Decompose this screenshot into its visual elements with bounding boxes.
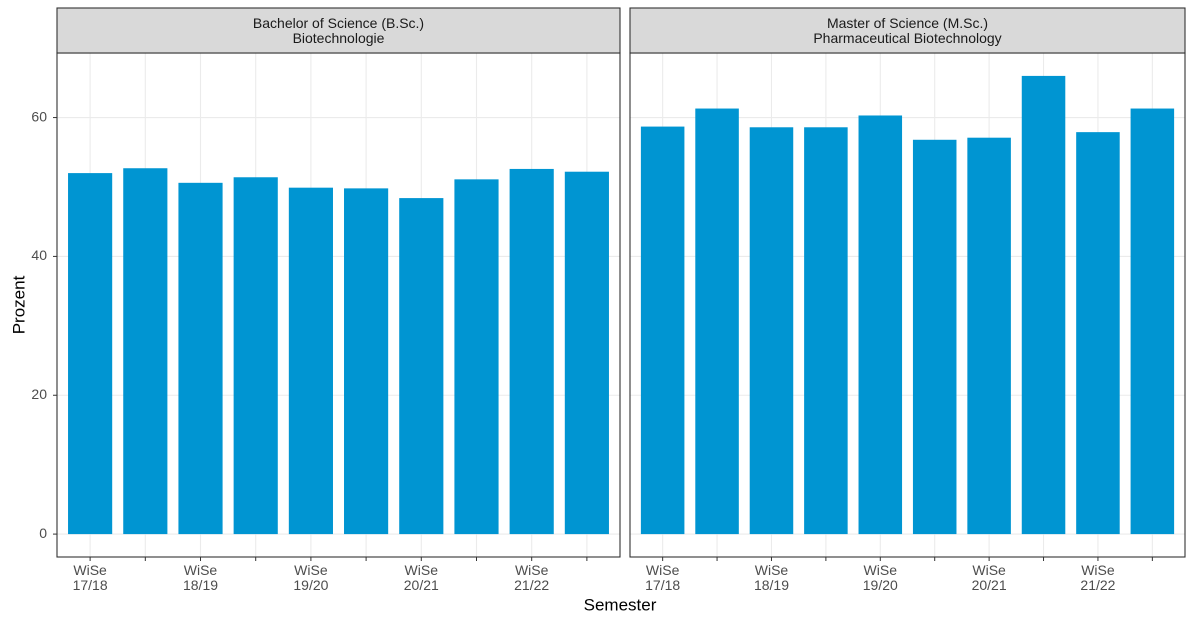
x-tick-label: WiSe 17/18 — [72, 562, 108, 593]
y-tick-label: 20 — [31, 386, 47, 402]
x-tick-label: WiSe 18/19 — [753, 562, 789, 593]
x-tick-label: WiSe 19/20 — [293, 562, 329, 593]
x-tick-label: WiSe 17/18 — [645, 562, 681, 593]
x-tick-label: WiSe 19/20 — [862, 562, 898, 593]
bar — [967, 137, 1011, 535]
bar — [399, 198, 444, 535]
bar — [1076, 132, 1120, 535]
y-tick-label: 40 — [31, 247, 47, 263]
bar — [749, 127, 794, 535]
facet-title: Bachelor of Science (B.Sc.) Biotechnolog… — [252, 15, 425, 46]
bar — [178, 182, 223, 535]
bar — [454, 179, 499, 535]
bar — [509, 168, 554, 535]
x-tick-label: WiSe 21/22 — [1080, 562, 1116, 593]
bar — [912, 139, 957, 535]
strip — [56, 7, 621, 54]
bar — [640, 126, 685, 535]
x-tick-label: WiSe 18/19 — [182, 562, 219, 593]
bar — [1021, 75, 1066, 535]
bar — [233, 177, 278, 535]
bar — [1130, 108, 1175, 535]
y-tick-label: 60 — [31, 108, 47, 124]
bar — [695, 108, 739, 535]
facet-title: Master of Science (M.Sc.) Pharmaceutical… — [813, 15, 1002, 46]
x-axis-label: Semester — [584, 595, 657, 614]
bar — [288, 187, 333, 535]
y-axis-label: Prozent — [9, 275, 28, 334]
bar — [564, 171, 609, 535]
bar — [344, 188, 389, 535]
x-tick-label: WiSe 21/22 — [514, 562, 550, 593]
bar — [68, 173, 113, 535]
bar — [123, 168, 168, 535]
x-tick-label: WiSe 20/21 — [971, 562, 1007, 593]
bar — [858, 115, 903, 535]
y-tick-label: 0 — [39, 525, 47, 541]
strip — [629, 7, 1186, 54]
x-tick-label: WiSe 20/21 — [403, 562, 439, 593]
bar — [804, 127, 848, 535]
